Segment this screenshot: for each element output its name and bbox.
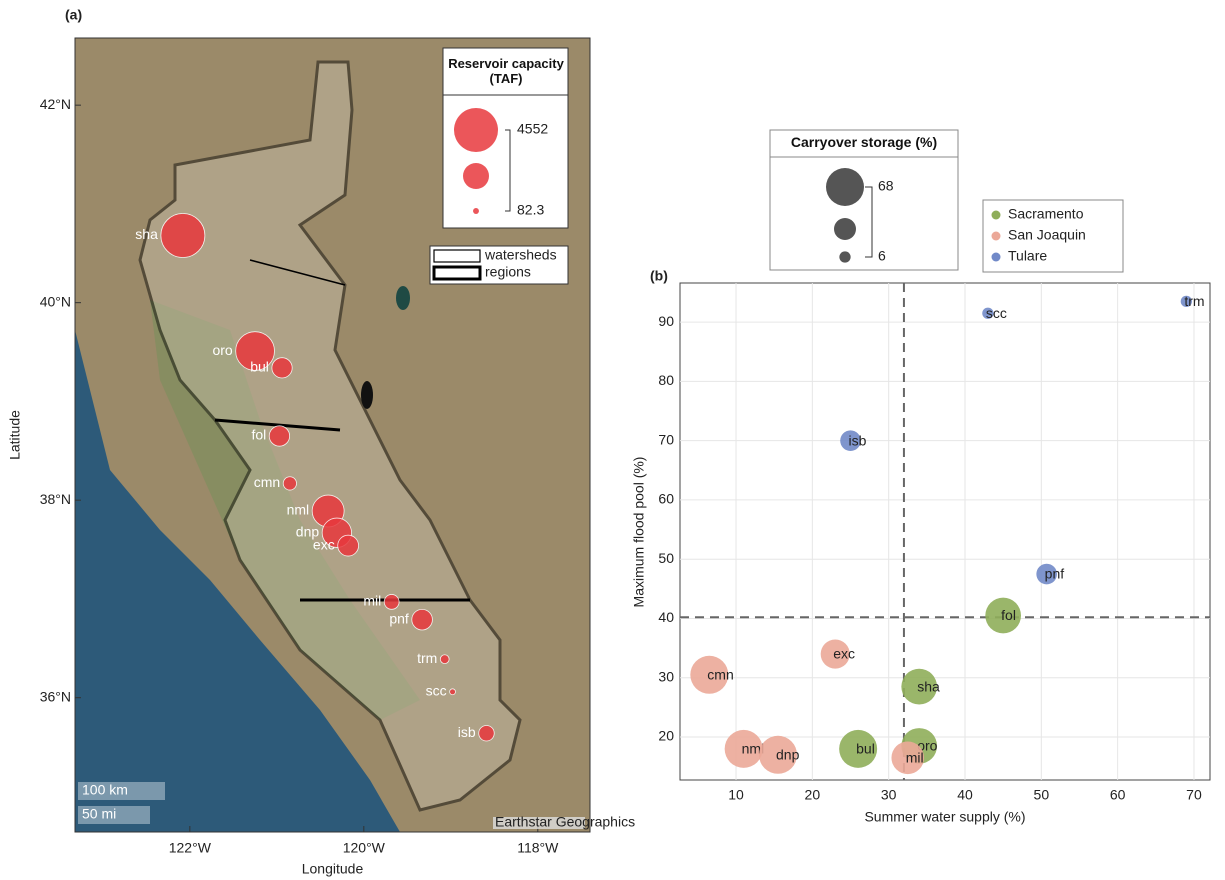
data-label: exc [313, 536, 335, 552]
panel-label: (a) [65, 7, 82, 23]
data-label: dnp [776, 747, 800, 763]
carryover-legend [770, 130, 958, 270]
legend-circle [473, 208, 479, 214]
data-label: bul [856, 741, 875, 757]
legend-label: Sacramento [1008, 206, 1084, 222]
data-label: scc [986, 305, 1007, 321]
data-label: exc [833, 646, 855, 662]
y-tick-label: 50 [658, 550, 674, 566]
legend-marker [992, 232, 1001, 241]
data-label: isb [849, 432, 867, 448]
y-axis-label: Maximum flood pool (%) [631, 457, 647, 608]
plot-frame [680, 283, 1210, 780]
data-label: cmn [707, 666, 733, 682]
legend-circle [826, 168, 864, 206]
x-tick-label: 118°W [517, 840, 559, 856]
legend-label: San Joaquin [1008, 227, 1086, 243]
legend-label: 4552 [517, 121, 548, 137]
data-label: sha [135, 226, 158, 242]
panel-label: (b) [650, 268, 668, 284]
data-label: pnf [389, 610, 409, 626]
legend-mid-circle [463, 163, 489, 189]
reservoir [161, 214, 205, 258]
x-tick-label: 10 [728, 787, 744, 803]
data-label: bul [250, 359, 269, 375]
y-tick-label: 40 [658, 609, 674, 625]
x-tick-label: 20 [805, 787, 821, 803]
reservoir [384, 594, 399, 609]
legend-marker [992, 211, 1001, 220]
data-label: trm [1184, 293, 1204, 309]
reservoir [338, 535, 359, 556]
x-axis-label: Summer water supply (%) [864, 809, 1025, 825]
scale-bar-label: 50 mi [82, 806, 116, 822]
legend-circle [839, 251, 850, 262]
data-label: cmn [254, 474, 280, 490]
legend-mid-circle [834, 218, 856, 240]
page: (a) Longitude Latitude 122°W 120°W 118°W 36°N 3… [0, 0, 1225, 880]
x-tick-label: 70 [1186, 787, 1202, 803]
reservoir [479, 725, 495, 741]
data-label: nml [287, 502, 310, 518]
data-label: pnf [1045, 566, 1065, 582]
data-label: sha [917, 678, 940, 694]
y-tick-label: 42°N [40, 96, 71, 112]
legend-label: 68 [878, 178, 894, 194]
x-tick-label: 120°W [343, 840, 386, 856]
x-tick-label: 122°W [169, 840, 212, 856]
data-label: mil [906, 749, 924, 765]
x-tick-label: 30 [881, 787, 897, 803]
reservoir [412, 609, 433, 630]
y-tick-label: 60 [658, 491, 674, 507]
x-axis-label: Longitude [302, 861, 364, 877]
y-tick-label: 30 [658, 668, 674, 684]
legend-label: 82.3 [517, 202, 544, 218]
legend-circle [454, 108, 498, 152]
reservoir [272, 358, 292, 378]
y-tick-label: 20 [658, 728, 674, 744]
data-label: oro [212, 342, 232, 358]
legend-label: Tulare [1008, 248, 1047, 264]
reservoir [450, 689, 456, 695]
attribution: Earthstar Geographics [495, 814, 635, 830]
data-label: trm [417, 650, 437, 666]
y-tick-label: 90 [658, 313, 674, 329]
x-tick-label: 60 [1110, 787, 1126, 803]
y-tick-label: 80 [658, 372, 674, 388]
data-label: isb [458, 724, 476, 740]
legend-label: 6 [878, 248, 886, 264]
y-tick-label: 40°N [40, 293, 71, 309]
data-label: scc [426, 682, 447, 698]
legend-marker [992, 253, 1001, 262]
legend-title: Carryover storage (%) [772, 134, 956, 150]
y-tick-label: 36°N [40, 688, 71, 704]
data-label: fol [1001, 607, 1016, 623]
data-label: mil [363, 593, 381, 609]
reservoir [283, 477, 296, 490]
legend-label: regions [485, 264, 531, 280]
scale-bar-label: 100 km [82, 782, 128, 798]
x-tick-label: 50 [1034, 787, 1050, 803]
legend-label: watersheds [484, 247, 557, 263]
x-tick-label: 40 [957, 787, 973, 803]
y-axis-label: Latitude [7, 410, 23, 460]
data-label: fol [251, 427, 266, 443]
reservoir [440, 655, 449, 664]
legend-title: Reservoir capacity (TAF) [446, 56, 566, 86]
y-tick-label: 70 [658, 431, 674, 447]
y-tick-label: 38°N [40, 491, 71, 507]
reservoir [269, 426, 289, 446]
figure: (a) Longitude Latitude 122°W 120°W 118°W 36°N 3… [0, 0, 1225, 880]
